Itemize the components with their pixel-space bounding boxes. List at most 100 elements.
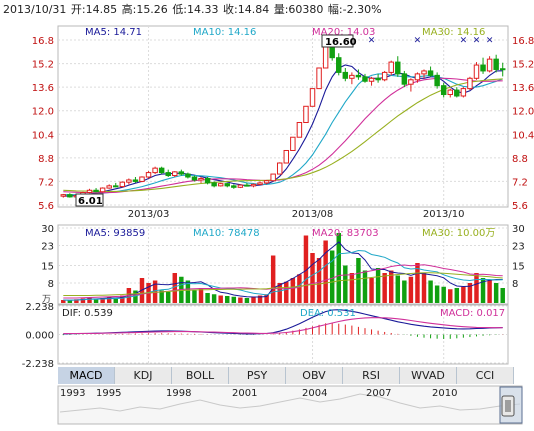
volume-bar [100,298,105,303]
tab-wvad[interactable]: WVAD [400,367,457,384]
candlestick [336,53,342,76]
candlestick [165,169,171,178]
price-tick-right: 12.0 [512,107,534,118]
price-grid [58,26,508,207]
candle-body [290,136,296,151]
candle-body [316,67,322,90]
candlestick [86,188,93,194]
candle-body [250,183,257,187]
timeline-handle[interactable] [501,395,515,417]
candle-body [276,162,283,175]
candlestick [224,182,230,188]
candlestick [250,183,257,188]
candlestick [126,178,132,185]
tab-obv[interactable]: OBV [286,367,343,384]
candle-body [414,73,421,81]
candle-body [106,185,112,189]
volume-bar [231,296,237,303]
volume-ma5-line [63,241,503,301]
candlestick [60,193,67,198]
candle-body [336,57,342,73]
macd-histogram [62,323,504,339]
candle-body [473,64,480,79]
candlestick [421,69,427,79]
tab-boll[interactable]: BOLL [172,367,229,384]
candle-body [198,177,204,181]
price-tick-right: 5.6 [512,201,528,212]
candlestick [99,187,106,193]
candlestick [434,72,440,89]
volume-bar [375,268,381,303]
price-tick-left: 8.8 [38,154,54,165]
candle-body [217,183,224,187]
volume-bar [74,299,79,303]
date-tick-labels: 2013/03 2013/08 2013/10 [128,209,465,220]
candlestick [408,78,414,92]
vol-legend-ma10: MA10: 78478 [193,228,260,239]
candle-body [224,183,230,187]
volume-bar [356,258,361,303]
macd-dif-line [63,309,503,335]
volume-bar [238,297,243,303]
date-tick: 2013/08 [292,209,334,220]
vol-legend-ma5: MA5: 93859 [85,228,145,239]
candlestick [244,182,250,187]
candle-body [388,61,394,73]
macd-lines [63,309,503,335]
date-tick: 2013/03 [128,209,170,220]
info-date: 2013/10/31 [3,3,67,16]
volume-bar [310,253,315,303]
price-ma30-line [63,78,503,192]
candlestick [414,72,421,83]
volume-bar [284,281,289,303]
candlestick [473,62,480,80]
volume-ma10-line [63,249,503,301]
date-tick: 2013/10 [423,209,465,220]
volume-bar [67,300,73,303]
volume-bar [218,295,223,303]
candlestick [283,149,290,164]
candle-body [303,105,309,123]
volume-bar [244,298,250,303]
tab-macd[interactable]: MACD [58,367,115,384]
candle-body [499,68,506,71]
price-tick-left: 13.6 [32,83,54,94]
tab-kdj[interactable]: KDJ [115,367,172,384]
volume-bar [159,290,164,303]
volume-bar [402,280,407,303]
volume-tick-left: 30 [41,224,54,235]
legend-ma5: MA5: 14.71 [85,27,142,38]
price-tick-left: 10.4 [32,130,54,141]
candlestick [440,82,447,98]
vol-legend-ma20: MA20: 83703 [312,228,379,239]
candle-body [355,74,362,78]
timeline-year-label: 1993 [60,388,86,399]
macd-legend-dif: DIF: 0.539 [62,308,113,319]
price-tick-left: 7.2 [38,177,54,188]
timeline-year-label: 2010 [432,388,458,399]
candlestick [113,182,119,188]
candle-body [67,194,73,198]
tab-rsi[interactable]: RSI [343,367,400,384]
candle-body [460,88,467,97]
volume-bar [343,265,348,303]
volume-bar [185,280,191,303]
volume-tick-right: 30 [512,224,525,235]
volume-legend: MA5: 93859 MA10: 78478 MA20: 83703 MA30:… [85,228,495,239]
candlestick [322,45,329,69]
candlestick [296,122,303,138]
candle-body [237,184,244,188]
macd-tick-left: -2.238 [22,359,54,370]
candlestick [145,171,152,179]
candle-body [93,189,99,193]
candlestick [93,188,99,193]
timeline-navigator[interactable] [57,385,523,425]
macd-dea-line [63,317,503,335]
tab-psy[interactable]: PSY [229,367,286,384]
info-open: 开:14.85 [70,3,118,16]
candle-body [342,71,349,79]
candlestick [342,67,349,82]
volume-bar [264,294,269,303]
tab-cci[interactable]: CCI [457,367,514,384]
volume-bar [454,288,460,303]
